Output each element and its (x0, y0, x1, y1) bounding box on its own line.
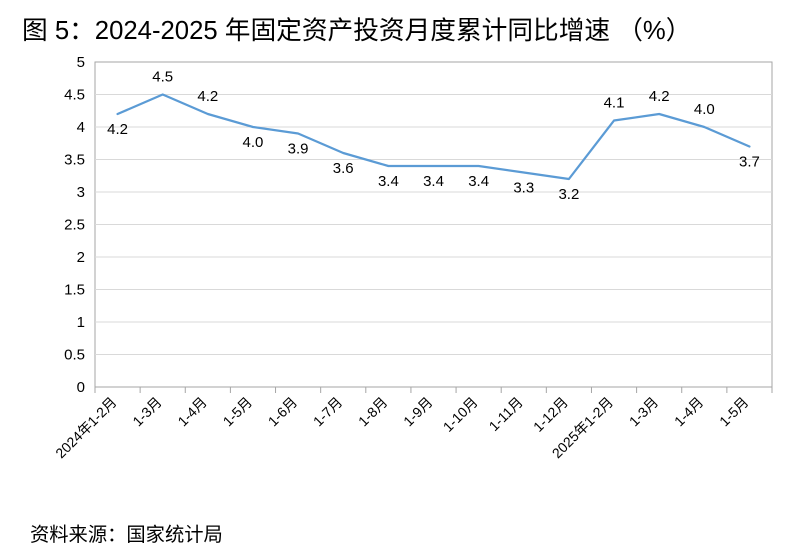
svg-text:1-5月: 1-5月 (716, 394, 752, 430)
svg-text:4.0: 4.0 (694, 101, 715, 118)
svg-text:0.5: 0.5 (64, 347, 85, 364)
svg-text:1.5: 1.5 (64, 282, 85, 299)
svg-text:3.6: 3.6 (333, 160, 354, 177)
svg-text:1: 1 (77, 314, 85, 331)
svg-text:1-4月: 1-4月 (174, 394, 210, 430)
svg-text:4.1: 4.1 (604, 95, 625, 112)
svg-text:4.5: 4.5 (152, 69, 173, 86)
svg-text:4.5: 4.5 (64, 87, 85, 104)
svg-text:3.4: 3.4 (378, 173, 399, 190)
svg-text:1-4月: 1-4月 (671, 394, 707, 430)
svg-text:3.7: 3.7 (739, 154, 760, 171)
svg-text:1-7月: 1-7月 (310, 394, 346, 430)
svg-text:0: 0 (77, 379, 85, 396)
svg-text:1-8月: 1-8月 (355, 394, 391, 430)
svg-text:1-9月: 1-9月 (400, 394, 436, 430)
svg-text:1-11月: 1-11月 (486, 394, 526, 434)
svg-text:3.9: 3.9 (288, 141, 309, 158)
svg-text:3.2: 3.2 (558, 186, 579, 203)
svg-text:3: 3 (77, 184, 85, 201)
svg-text:4.2: 4.2 (649, 88, 670, 105)
svg-text:1-3月: 1-3月 (626, 394, 662, 430)
svg-text:4: 4 (77, 119, 85, 136)
svg-text:3.3: 3.3 (513, 180, 534, 197)
svg-text:2024年1-2月: 2024年1-2月 (52, 394, 119, 461)
svg-text:4.0: 4.0 (243, 134, 264, 151)
svg-text:1-5月: 1-5月 (220, 394, 256, 430)
svg-text:5: 5 (77, 54, 85, 71)
svg-text:3.4: 3.4 (468, 173, 489, 190)
svg-text:4.2: 4.2 (197, 88, 218, 105)
svg-text:3.4: 3.4 (423, 173, 444, 190)
svg-text:2: 2 (77, 249, 85, 266)
svg-text:1-10月: 1-10月 (440, 394, 481, 435)
svg-text:3.5: 3.5 (64, 152, 85, 169)
svg-text:1-3月: 1-3月 (129, 394, 165, 430)
svg-text:4.2: 4.2 (107, 121, 128, 138)
svg-text:1-6月: 1-6月 (265, 394, 301, 430)
svg-text:1-12月: 1-12月 (530, 394, 571, 435)
svg-text:2.5: 2.5 (64, 217, 85, 234)
